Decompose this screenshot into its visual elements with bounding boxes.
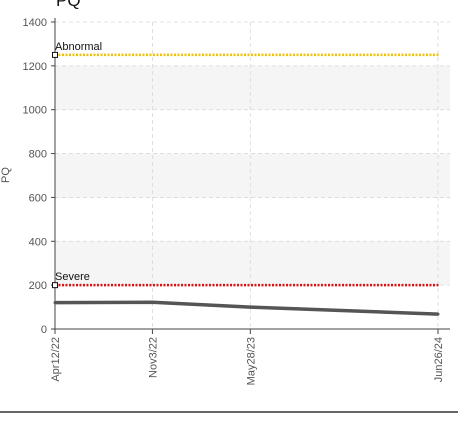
y-tick-label: 1400 (23, 17, 47, 29)
y-tick-label: 200 (29, 280, 47, 292)
background-band (55, 153, 450, 198)
series-lines (53, 300, 440, 316)
x-ticks: Apr12/22 Nov3/22 May28/23 Jun26/24 (50, 329, 445, 385)
background-bands (55, 65, 450, 286)
background-band (55, 65, 450, 110)
reference-marker (52, 51, 58, 58)
data-point (53, 301, 57, 305)
reference-label: Severe (55, 271, 90, 283)
axes (54, 18, 450, 330)
reference-lines: Abnormal Severe (52, 41, 439, 289)
y-tick-label: 400 (29, 236, 47, 248)
x-tick-label: May28/23 (245, 337, 257, 385)
data-point (436, 312, 440, 316)
y-tick-label: 1200 (23, 61, 47, 73)
y-tick-label: 600 (29, 192, 47, 204)
x-tick-label: Nov3/22 (147, 337, 159, 378)
chart-title: PQ (56, 0, 81, 10)
background-band (55, 241, 450, 286)
reference-label: Abnormal (55, 41, 102, 53)
y-tick-label: 0 (41, 324, 47, 336)
reference-marker (52, 282, 58, 289)
x-tick-label: Jun26/24 (433, 337, 445, 382)
data-point (248, 305, 252, 309)
series-line (54, 300, 439, 316)
y-axis-title: PQ (0, 167, 12, 183)
x-tick-label: Apr12/22 (50, 337, 62, 382)
y-tick-label: 1000 (23, 105, 47, 117)
y-tick-label: 800 (29, 149, 47, 161)
y-ticks: 0 200 400 600 800 1000 1200 1400 (23, 17, 55, 336)
data-point (150, 300, 154, 304)
